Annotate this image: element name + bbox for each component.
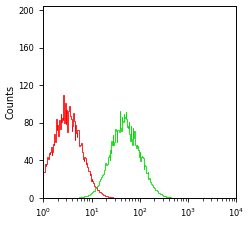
Y-axis label: Counts: Counts xyxy=(6,85,16,119)
